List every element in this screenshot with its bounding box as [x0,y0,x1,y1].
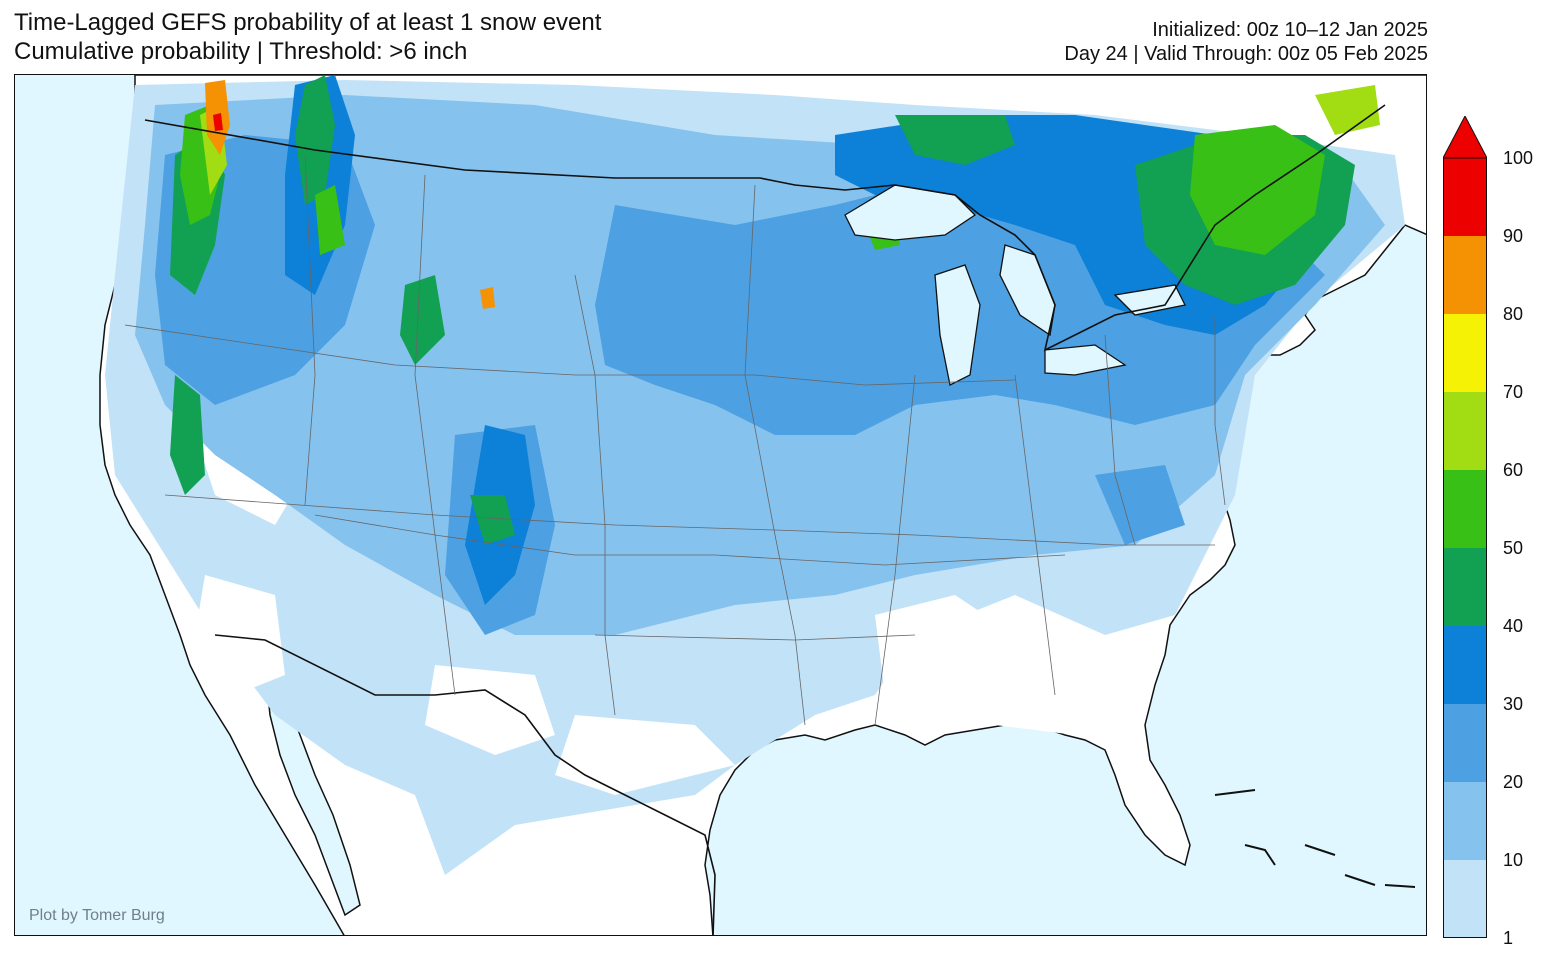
colorbar-segment [1443,470,1487,548]
colorbar-tick-label: 40 [1503,616,1524,636]
init-time: Initialized: 00z 10–12 Jan 2025 [1152,19,1428,41]
colorbar-tick-label: 80 [1503,304,1524,324]
map-title: Time-Lagged GEFS probability of at least… [14,9,602,36]
colorbar-tick-label: 100 [1503,148,1534,168]
colorbar-tick-label: 30 [1503,694,1524,714]
colorbar-segment [1443,314,1487,392]
prob-layer-90-100 [213,113,223,131]
colorbar-segment [1443,704,1487,782]
colorbar-tick-label: 10 [1503,850,1524,870]
colorbar-segment [1443,392,1487,470]
colorbar-extend-arrow [1443,116,1487,159]
plot-credit: Plot by Tomer Burg [29,907,165,924]
great-lakes [844,184,1186,386]
colorbar-segments [1443,158,1487,938]
colorbar-tick-label: 70 [1503,382,1524,402]
colorbar-tick-label: 50 [1503,538,1524,558]
map-canvas [15,75,1426,935]
colorbar [1443,116,1487,938]
map-subtitle: Cumulative probability | Threshold: >6 i… [14,38,468,65]
caribbean-islands [1214,789,1416,888]
colorbar-segment [1443,860,1487,938]
colorbar-tick-label: 1 [1503,928,1514,948]
colorbar-tick-label: 90 [1503,226,1524,246]
country-borders [144,104,1386,935]
map-panel: Plot by Tomer Burg [14,74,1427,936]
valid-time: Day 24 | Valid Through: 00z 05 Feb 2025 [1064,43,1428,65]
gulf-of-california [264,664,361,917]
colorbar-segment [1443,782,1487,860]
colorbar-tick-label: 60 [1503,460,1524,480]
colorbar-tick-label: 20 [1503,772,1524,792]
colorbar-segment [1443,626,1487,704]
colorbar-segment [1443,236,1487,314]
state-borders [124,154,1226,726]
colorbar-segment [1443,548,1487,626]
colorbar-outline [1443,157,1487,938]
colorbar-segment [1443,158,1487,236]
